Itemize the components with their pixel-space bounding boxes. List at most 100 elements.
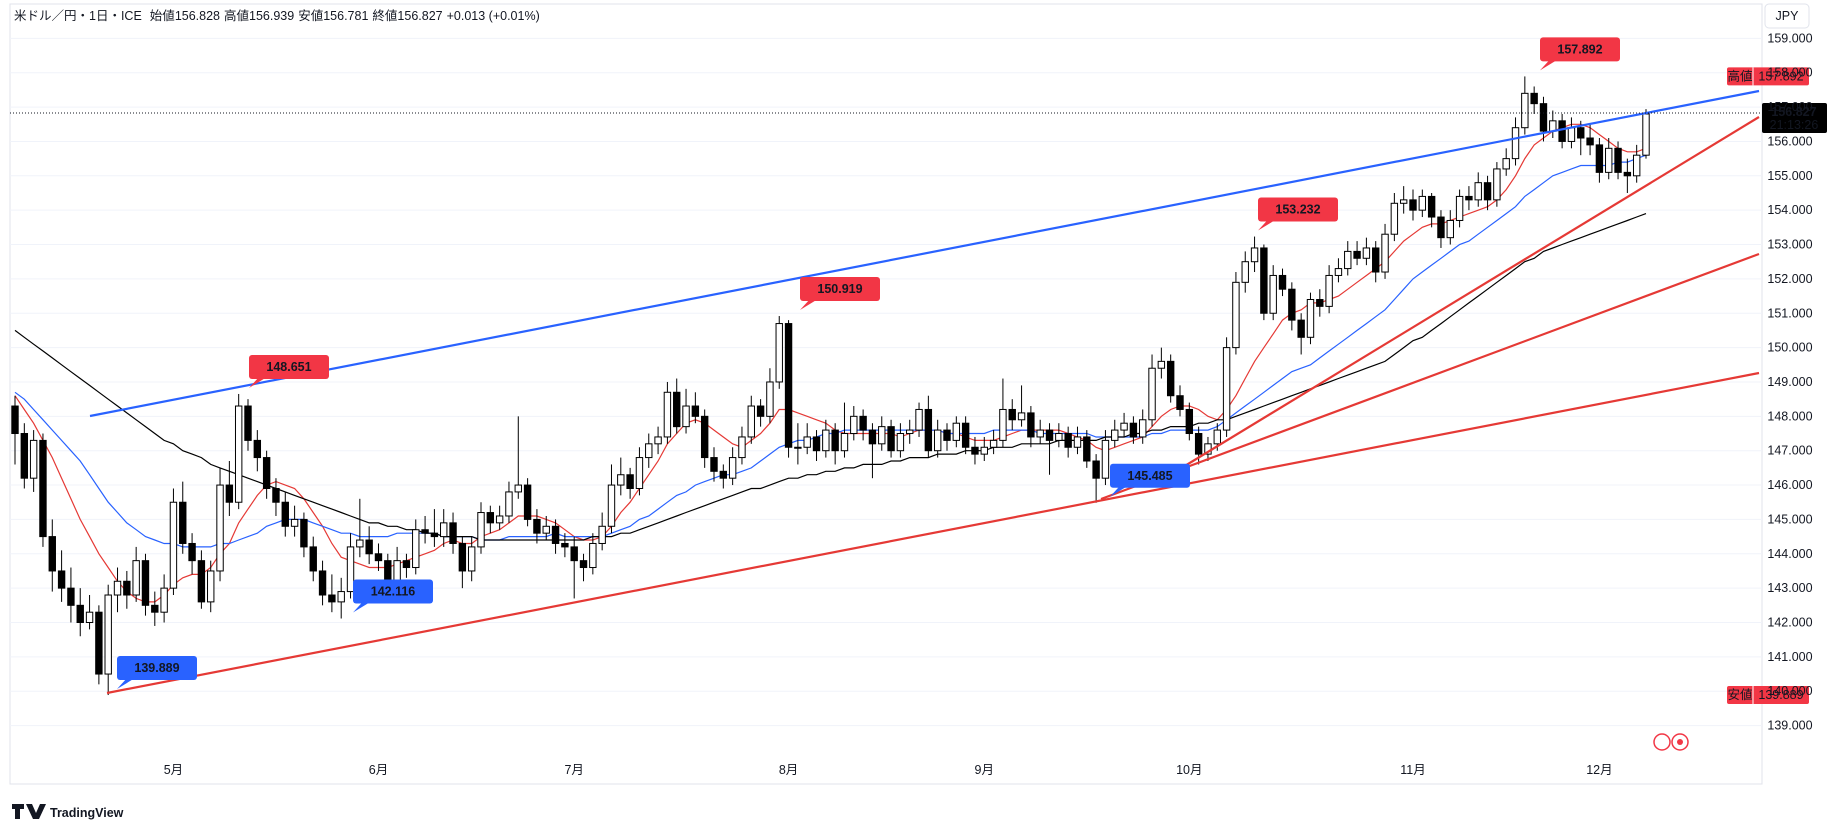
candle-body	[76, 604, 84, 624]
candle-body	[262, 457, 271, 489]
candle-body	[1008, 408, 1016, 421]
callout-label: 145.485	[1127, 469, 1172, 483]
candle-body	[1139, 419, 1147, 438]
plot-frame	[9, 3, 1763, 785]
candle-body	[272, 487, 280, 503]
candle-body	[1362, 247, 1371, 259]
y-tick-label: 153.000	[1767, 238, 1812, 252]
y-tick-label: 152.000	[1767, 272, 1812, 286]
candle-body	[1073, 436, 1082, 448]
candle-body	[1148, 367, 1156, 421]
callout-box	[800, 277, 880, 302]
candle-body	[1288, 288, 1296, 321]
candle-body	[486, 512, 495, 524]
candle-body	[197, 560, 206, 603]
y-tick-label: 142.000	[1767, 616, 1812, 630]
candle-body	[514, 484, 522, 493]
x-tick-label: 8月	[779, 763, 798, 777]
callout-label: 157.892	[1557, 42, 1602, 56]
candle-body	[225, 484, 234, 503]
x-tick-label: 5月	[164, 763, 183, 777]
x-tick-label: 6月	[369, 763, 388, 777]
candle-body	[1530, 92, 1538, 105]
candle-body	[1213, 429, 1221, 445]
callout-pointer	[353, 601, 371, 613]
candle-body	[1176, 395, 1184, 410]
candle-body	[1521, 92, 1529, 129]
candle-body	[1372, 247, 1380, 273]
candle-body	[1222, 347, 1231, 431]
candle-body	[663, 391, 672, 438]
y-tick-label: 150.000	[1767, 341, 1812, 355]
candle-body	[318, 570, 327, 596]
candle-body	[1166, 360, 1175, 397]
symbol: 米ドル／円・1日・ICE	[14, 9, 142, 23]
candle-body	[1064, 433, 1072, 448]
trend-line	[1164, 116, 1760, 479]
candle-body	[1017, 412, 1026, 421]
callout-pointer	[117, 678, 135, 690]
y-tick-label: 145.000	[1767, 512, 1812, 526]
candle-body	[1632, 154, 1641, 177]
candle-body	[1595, 144, 1604, 173]
candle-body	[1642, 113, 1650, 156]
candle-body	[160, 587, 168, 613]
candle-body	[1437, 216, 1445, 239]
event-icons	[1653, 733, 1689, 751]
candle-body	[440, 522, 448, 538]
y-tick-label: 147.000	[1767, 444, 1812, 458]
candle-body	[700, 415, 709, 459]
candle-body	[561, 542, 569, 548]
candle-body	[281, 501, 289, 527]
candle-body	[132, 560, 140, 596]
field-label: 始値	[149, 9, 175, 23]
currency-button[interactable]	[1764, 3, 1810, 29]
candle-body	[1623, 171, 1632, 177]
candle-body	[1260, 247, 1268, 314]
candle-body	[346, 546, 355, 593]
candle-body	[1455, 195, 1464, 221]
candle-body	[1605, 147, 1613, 173]
candle-body	[542, 525, 550, 534]
callout-box	[1540, 37, 1620, 62]
candle-body	[151, 604, 159, 613]
y-tick-label: 159.000	[1767, 31, 1812, 45]
candle-body	[1316, 299, 1324, 307]
candle-body	[234, 405, 243, 503]
callout-label: 142.116	[371, 585, 416, 599]
field-label: 高値	[224, 9, 250, 23]
callout-pointer	[249, 376, 267, 388]
candle-body	[85, 611, 94, 624]
candle-body	[1083, 436, 1091, 462]
candle-body	[141, 560, 150, 606]
candle-body	[458, 542, 467, 572]
tag-label: 安値	[1727, 687, 1752, 702]
flag-icon[interactable]	[1653, 733, 1671, 751]
candle-body	[1250, 247, 1259, 263]
candle-body	[589, 542, 597, 569]
candle-body	[784, 323, 793, 448]
candle-body	[113, 580, 122, 596]
moving-average	[14, 213, 1647, 541]
candle-body	[309, 546, 317, 572]
candle-body	[384, 560, 392, 582]
x-tick-label: 10月	[1176, 763, 1202, 777]
candle-body	[169, 501, 178, 589]
candle-body	[1344, 250, 1352, 270]
candle-body	[626, 474, 634, 489]
y-tick-label: 158.000	[1767, 66, 1812, 80]
candle-body	[989, 439, 998, 448]
y-tick-label: 156.000	[1767, 134, 1812, 148]
candle-body	[728, 457, 737, 479]
candle-body	[1558, 120, 1566, 142]
change: +0.013 (+0.01%)	[446, 9, 540, 23]
candle-body	[812, 436, 821, 452]
candle-body	[980, 446, 988, 455]
candle-body	[523, 484, 532, 520]
candle-body	[673, 391, 681, 428]
tag-value: 157.892	[1758, 69, 1803, 83]
candle-body	[430, 532, 439, 538]
candle-body	[48, 536, 56, 572]
callout-pointer	[800, 299, 818, 311]
candle-body	[1483, 182, 1492, 201]
